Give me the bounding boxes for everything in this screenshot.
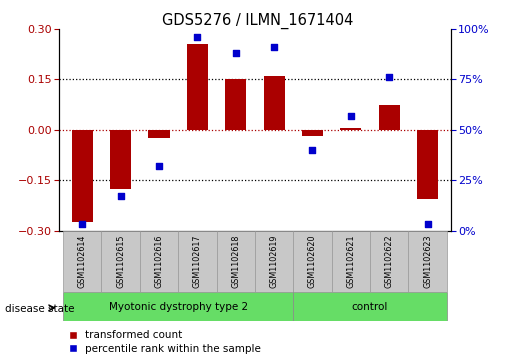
Bar xyxy=(294,292,447,321)
Text: GSM1102614: GSM1102614 xyxy=(78,234,87,288)
Bar xyxy=(379,105,400,130)
Bar xyxy=(370,231,408,292)
Point xyxy=(193,34,201,40)
Bar xyxy=(110,130,131,188)
Bar xyxy=(225,79,246,130)
Bar xyxy=(72,130,93,222)
Bar xyxy=(408,231,447,292)
Point xyxy=(155,163,163,169)
Bar xyxy=(178,231,216,292)
Text: GSM1102615: GSM1102615 xyxy=(116,234,125,288)
Text: control: control xyxy=(352,302,388,312)
Point xyxy=(78,221,87,227)
Text: GSM1102621: GSM1102621 xyxy=(347,234,355,288)
Text: disease state: disease state xyxy=(5,304,75,314)
Text: GSM1102622: GSM1102622 xyxy=(385,234,394,288)
Point xyxy=(385,74,393,80)
Bar xyxy=(255,231,294,292)
Point xyxy=(308,147,317,153)
Bar xyxy=(101,231,140,292)
Point xyxy=(347,113,355,119)
Text: GSM1102623: GSM1102623 xyxy=(423,234,432,288)
Bar xyxy=(332,231,370,292)
Bar xyxy=(417,130,438,199)
Bar xyxy=(216,231,255,292)
Text: Myotonic dystrophy type 2: Myotonic dystrophy type 2 xyxy=(109,302,248,312)
Bar xyxy=(187,44,208,130)
Bar xyxy=(140,231,178,292)
Point xyxy=(423,221,432,227)
Bar xyxy=(264,76,285,130)
Point xyxy=(116,193,125,199)
Legend: transformed count, percentile rank within the sample: transformed count, percentile rank withi… xyxy=(64,326,265,358)
Text: GDS5276 / ILMN_1671404: GDS5276 / ILMN_1671404 xyxy=(162,13,353,29)
Text: GSM1102617: GSM1102617 xyxy=(193,234,202,288)
Bar xyxy=(302,130,323,136)
Text: GSM1102616: GSM1102616 xyxy=(154,234,163,288)
Bar xyxy=(294,231,332,292)
Bar xyxy=(340,128,362,130)
Text: GSM1102618: GSM1102618 xyxy=(231,234,240,288)
Point xyxy=(232,50,240,56)
Text: GSM1102619: GSM1102619 xyxy=(270,234,279,288)
Bar xyxy=(63,292,294,321)
Bar xyxy=(148,130,169,138)
Bar xyxy=(63,231,101,292)
Text: GSM1102620: GSM1102620 xyxy=(308,234,317,288)
Point xyxy=(270,44,278,50)
